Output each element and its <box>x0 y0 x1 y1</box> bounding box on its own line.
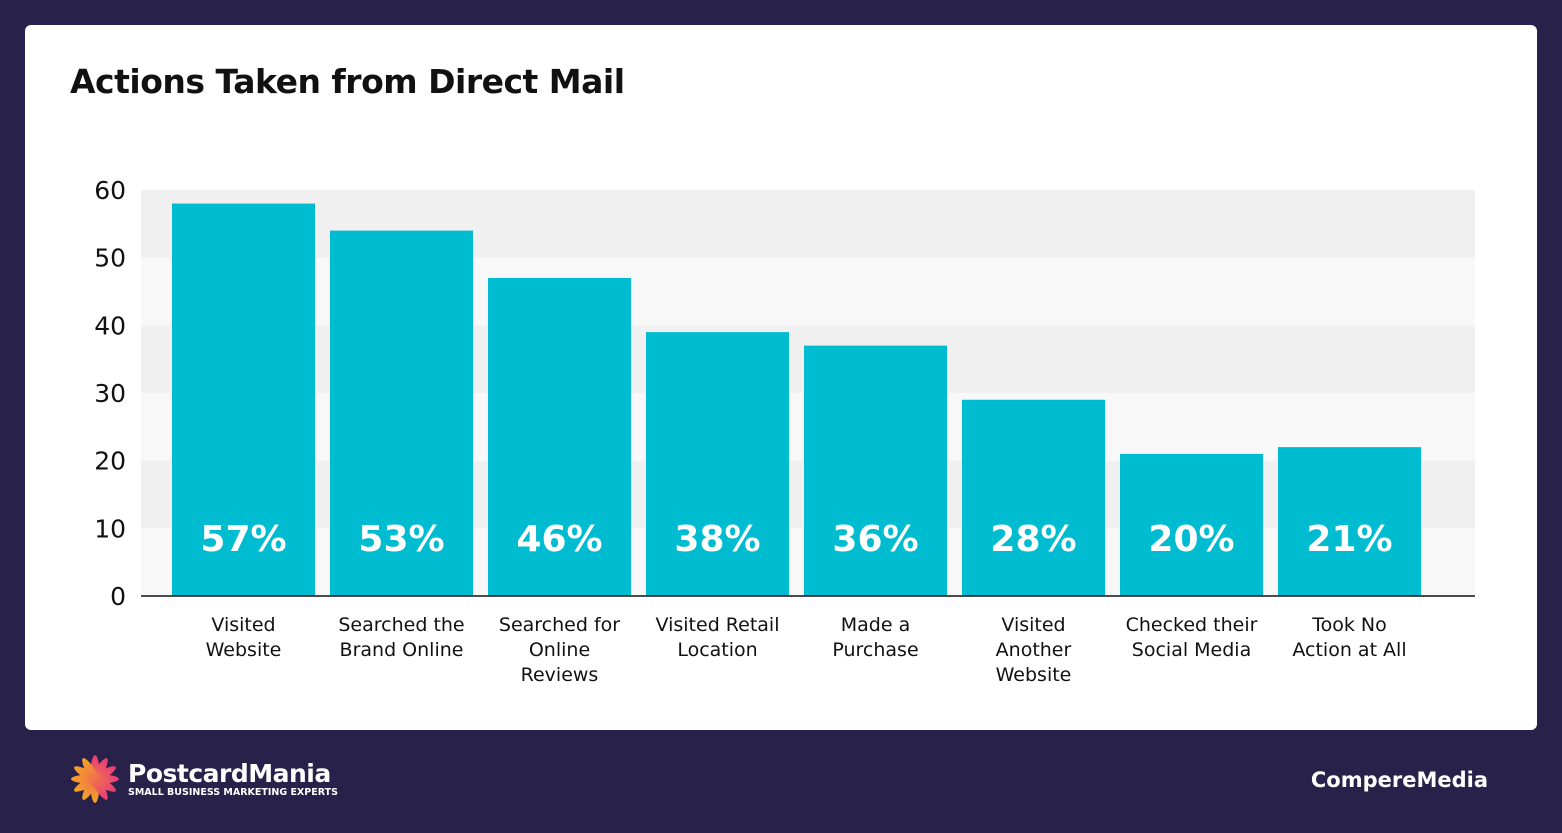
bar <box>488 277 631 596</box>
postcardmania-logo: PostcardMania SMALL BUSINESS MARKETING E… <box>68 752 338 806</box>
y-tick-label: 30 <box>94 379 126 408</box>
x-tick-label: Visited Website <box>206 614 282 661</box>
y-tick-label: 10 <box>94 514 126 543</box>
data-label: 38% <box>674 519 760 560</box>
x-tick-label: Visited Another Website <box>996 614 1072 686</box>
comperemedia-logo: CompereMedia <box>1310 768 1488 792</box>
data-label: 53% <box>358 519 444 560</box>
chart-title: Actions Taken from Direct Mail <box>70 62 625 101</box>
data-label: 46% <box>516 519 602 560</box>
data-label: 57% <box>200 519 286 560</box>
x-tick-label: Checked their Social Media <box>1126 614 1258 661</box>
y-tick-label: 0 <box>110 582 126 611</box>
x-tick-label: Visited Retail Location <box>656 614 780 661</box>
data-label: 21% <box>1306 519 1392 560</box>
data-label: 20% <box>1148 519 1234 560</box>
brand-name: PostcardMania <box>128 758 331 788</box>
bar <box>172 203 315 597</box>
bar <box>804 345 947 596</box>
bar <box>1120 453 1263 596</box>
x-tick-label: Took No Action at All <box>1292 614 1406 661</box>
brand-tagline: SMALL BUSINESS MARKETING EXPERTS <box>128 786 338 798</box>
y-tick-label: 60 <box>94 176 126 205</box>
y-tick-label: 50 <box>94 244 126 273</box>
x-tick-label: Searched the Brand Online <box>338 614 464 661</box>
bar <box>330 230 473 596</box>
data-label: 36% <box>832 519 918 560</box>
y-tick-label: 20 <box>94 447 126 476</box>
data-label: 28% <box>990 519 1076 560</box>
bar <box>646 332 789 596</box>
bar <box>962 399 1105 596</box>
y-tick-label: 40 <box>94 311 126 340</box>
flower-logo-icon <box>71 755 119 803</box>
x-tick-label: Searched for Online Reviews <box>499 614 620 686</box>
x-tick-label: Made a Purchase <box>832 614 918 661</box>
bar <box>1278 447 1421 596</box>
